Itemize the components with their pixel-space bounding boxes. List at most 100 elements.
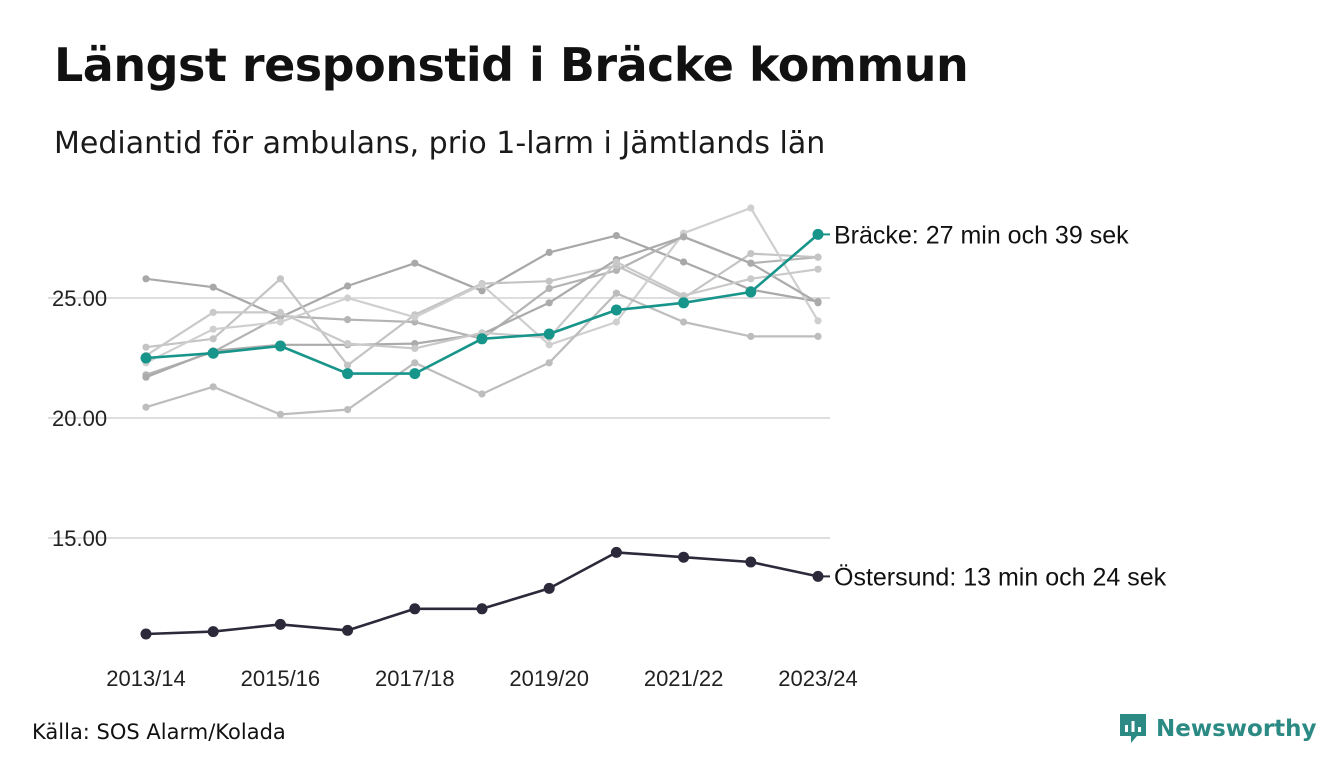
x-tick-label: 2021/22 <box>644 666 724 691</box>
series-grey-6-point <box>209 308 217 316</box>
series-grey-5-line <box>145 235 819 379</box>
series-grey-5-point <box>680 233 688 241</box>
series-östersund-point <box>207 626 219 638</box>
series-grey-2-point <box>545 277 553 285</box>
series-grey-4-point <box>209 383 217 391</box>
series-grey-0-point <box>411 259 419 267</box>
series-grey-5 <box>142 233 822 381</box>
series-grey-0 <box>142 232 822 321</box>
series-östersund-point <box>409 603 421 615</box>
series-grey-4-point <box>814 332 822 340</box>
series-grey-6-point <box>680 292 688 300</box>
series-bräcke-point <box>274 340 286 352</box>
series-grey-4-point <box>478 390 486 398</box>
series-grey-4-point <box>276 410 284 418</box>
series-grey-3-point <box>276 318 284 326</box>
series-grey-2-point <box>747 250 755 258</box>
series-grey-1 <box>142 233 822 379</box>
series-grey-2-point <box>209 335 217 343</box>
series-grey-4-point <box>344 406 352 414</box>
series-östersund-point <box>610 546 622 558</box>
series-bräcke-point <box>342 368 354 380</box>
series-grey-0-point <box>545 248 553 256</box>
series-grey-5-point <box>142 373 150 381</box>
series-östersund-point <box>342 624 354 636</box>
series-grey-3-point <box>814 317 822 325</box>
series-grey-4-point <box>680 318 688 326</box>
series-östersund-point <box>678 551 690 563</box>
series-bräcke-point <box>745 286 757 298</box>
series-grey-1-point <box>344 316 352 324</box>
y-tick-label: 15.00 <box>52 526 107 551</box>
series-bräcke-line <box>145 233 819 375</box>
series-grey-4-point <box>142 403 150 411</box>
series-grey-6-point <box>747 275 755 283</box>
grid-lines <box>48 297 830 539</box>
x-tick-label: 2017/18 <box>375 666 455 691</box>
brand-logo: Newsworthy <box>1118 712 1317 746</box>
series-grey-4 <box>142 289 822 418</box>
series-grey-5-point <box>747 259 755 267</box>
series-grey-3-point <box>411 313 419 321</box>
series-bräcke-point <box>543 328 555 340</box>
series-grey-0-point <box>344 282 352 290</box>
series-bräcke-point <box>207 347 219 359</box>
x-tick-label: 2023/24 <box>778 666 858 691</box>
series-bräcke-point <box>409 368 421 380</box>
series-grey-0-point <box>142 275 150 283</box>
y-tick-label: 25.00 <box>52 286 107 311</box>
series-bräcke-point <box>476 333 488 345</box>
series-grey-0-point <box>209 283 217 291</box>
series-grey-4-point <box>411 359 419 367</box>
series-grey-5-point <box>545 299 553 307</box>
brand-name: Newsworthy <box>1156 716 1317 742</box>
series-grey-2-point <box>814 253 822 261</box>
newsworthy-logo-icon <box>1120 714 1146 743</box>
series-östersund-point <box>140 628 152 640</box>
series-bräcke-point <box>610 304 622 316</box>
series-grey-6-point <box>612 258 621 266</box>
series-grey-3 <box>142 204 822 367</box>
series-grey-2-point <box>276 275 284 283</box>
series-grey-5-point <box>814 299 822 307</box>
series-östersund-line <box>145 551 819 636</box>
series-bräcke-label: Bräcke: 27 min och 39 sek <box>834 221 1129 249</box>
series-grey-6-point <box>276 308 284 316</box>
series-östersund-point <box>476 603 488 615</box>
annotations: Bräcke: 27 min och 39 sek Östersund: 13 m… <box>818 221 1167 591</box>
series-bräcke-point <box>678 297 690 309</box>
x-axis: 2013/14 2015/16 2017/18 2019/20 2021/22 2023/… <box>106 666 858 691</box>
y-axis: 15.00 20.00 25.00 <box>52 286 107 551</box>
chart-subtitle: Mediantid för ambulans, prio 1-larm i Jä… <box>54 126 826 161</box>
series-layer <box>140 204 824 640</box>
series-grey-0-point <box>478 287 486 295</box>
series-grey-4-point <box>747 332 755 340</box>
series-bräcke-point <box>140 352 152 364</box>
x-tick-label: 2019/20 <box>509 666 589 691</box>
series-grey-3-point <box>545 341 553 349</box>
series-grey-3-point <box>209 325 217 333</box>
source-note: Källa: SOS Alarm/Kolada <box>32 720 286 744</box>
x-tick-label: 2015/16 <box>241 666 321 691</box>
series-östersund-point <box>543 582 555 594</box>
series-bräcke <box>140 228 824 380</box>
series-grey-3-point <box>612 318 621 326</box>
x-tick-label: 2013/14 <box>106 666 186 691</box>
series-grey-4-point <box>545 359 553 367</box>
series-grey-1-point <box>545 284 553 292</box>
series-grey-2-point <box>344 361 352 369</box>
series-grey-3-point <box>747 204 755 212</box>
y-tick-label: 20.00 <box>52 406 107 431</box>
series-grey-3-point <box>344 294 352 302</box>
chart-title: Längst responstid i Bräcke kommun <box>54 38 969 92</box>
series-östersund-point <box>745 556 757 568</box>
series-grey-1-line <box>145 235 819 376</box>
series-grey-0-point <box>612 232 621 240</box>
series-östersund-point <box>274 618 286 630</box>
series-grey-6-point <box>411 344 419 352</box>
series-grey-3-point <box>478 281 486 289</box>
series-östersund-label: Östersund: 13 min och 24 sek <box>834 563 1167 591</box>
series-grey-6-point <box>344 340 352 348</box>
series-östersund <box>140 546 824 640</box>
